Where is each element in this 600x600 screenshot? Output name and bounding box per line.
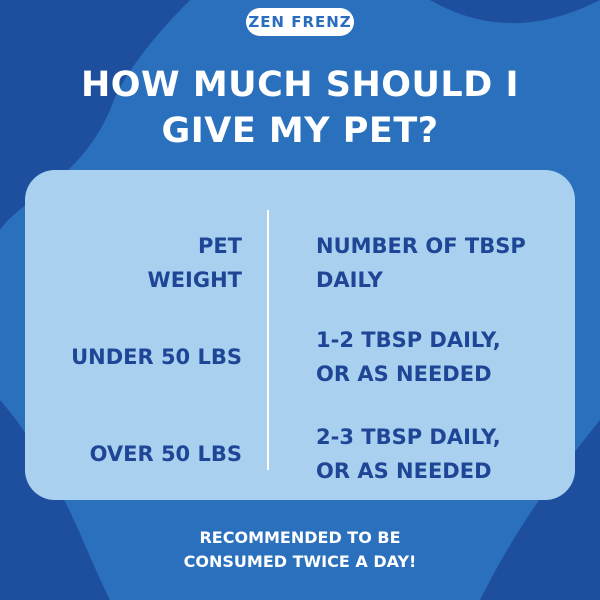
text-line: OVER 50 LBS <box>89 442 242 466</box>
text-line: PET <box>197 234 242 258</box>
text-line: 1-2 TBSP DAILY, <box>316 328 501 352</box>
text-line: WEIGHT <box>147 268 242 292</box>
footer: RECOMMENDED TO BE CONSUMED TWICE A DAY! <box>0 526 600 574</box>
text-line: CONSUMED TWICE A DAY! <box>183 552 417 571</box>
card <box>25 170 575 500</box>
title: HOW MUCH SHOULD I GIVE MY PET? <box>0 62 600 154</box>
blob <box>430 0 600 24</box>
text-line: RECOMMENDED TO BE <box>199 528 401 547</box>
text-line: UNDER 50 LBS <box>71 345 242 369</box>
amount-cell: 2-3 TBSP DAILY, OR AS NEEDED <box>316 420 501 488</box>
text-line: HOW MUCH SHOULD I <box>81 65 519 105</box>
text-line: NUMBER OF TBSP <box>316 234 526 258</box>
divider <box>267 210 269 470</box>
text-line: 2-3 TBSP DAILY, <box>316 425 501 449</box>
text-line: GIVE MY PET? <box>161 111 439 151</box>
text-line: OR AS NEEDED <box>316 362 492 386</box>
text-line: DAILY <box>316 268 383 292</box>
text-line: OR AS NEEDED <box>316 459 492 483</box>
logo[interactable]: ZEN FRENZ <box>246 8 354 36</box>
amount-cell: 1-2 TBSP DAILY, OR AS NEEDED <box>316 323 501 391</box>
header-cell: PET WEIGHT <box>148 229 242 297</box>
header-cell: NUMBER OF TBSP DAILY <box>316 229 526 297</box>
weight-cell: OVER 50 LBS <box>90 437 242 471</box>
weight-cell: UNDER 50 LBS <box>71 340 242 374</box>
